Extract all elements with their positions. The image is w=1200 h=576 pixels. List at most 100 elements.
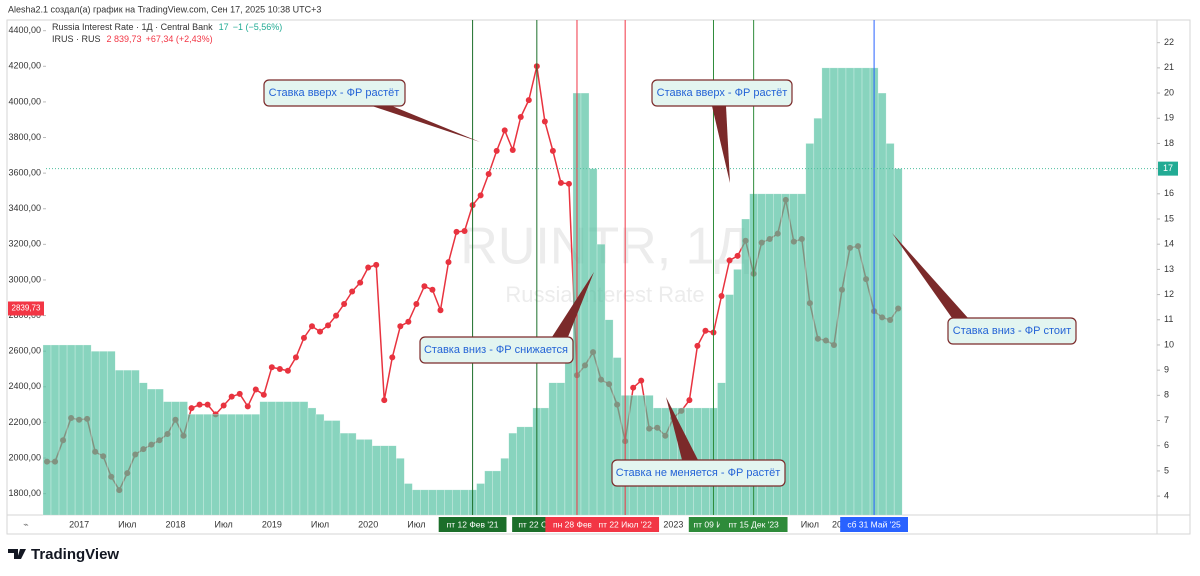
axis-icon[interactable]: ⌁ — [23, 519, 28, 529]
callout-pointer — [372, 106, 480, 142]
index-point — [236, 390, 243, 397]
y-tick-label: 2000,00 — [8, 452, 41, 462]
legend-last: 2 839,73 — [107, 34, 142, 44]
rate-bar — [588, 168, 598, 516]
index-point — [389, 354, 396, 361]
index-point — [445, 259, 452, 266]
index-point — [365, 264, 372, 271]
index-point — [244, 403, 251, 410]
logo-icon — [8, 549, 26, 559]
event-label: сб 31 Май '25 — [847, 519, 901, 529]
rate-bar — [363, 439, 373, 516]
index-point — [405, 318, 412, 325]
rate-bar — [371, 445, 381, 516]
rate-bar — [179, 401, 188, 516]
index-point — [734, 252, 741, 259]
y-tick-label: 4200,00 — [8, 61, 41, 71]
index-point — [694, 342, 701, 349]
rate-bar — [877, 92, 887, 516]
rate-bar — [861, 67, 871, 516]
x-tick-label: Июл — [118, 519, 136, 529]
index-point — [638, 377, 645, 384]
event-label-box — [719, 517, 788, 532]
rate-bar — [412, 489, 421, 516]
rate-bar — [813, 117, 823, 516]
rate-bar — [837, 67, 847, 516]
y2-tick-label: 8 — [1164, 390, 1169, 400]
callout-text: Ставка вверх - ФР растёт — [269, 87, 400, 99]
logo-text: TradingView — [31, 546, 119, 563]
legend-index: IRUS · RUS 2 839,73 +67,34 (+2,43%) — [52, 34, 213, 44]
index-point — [477, 192, 484, 199]
rate-bar — [484, 470, 493, 516]
rate-bar — [98, 351, 108, 516]
y-tick-label: 4000,00 — [8, 96, 41, 106]
rate-bar — [323, 420, 333, 516]
rate-bar — [90, 351, 100, 516]
rate-bar — [396, 458, 405, 516]
rate-bar — [315, 413, 325, 516]
y-tick-label: 2200,00 — [8, 417, 41, 427]
rate-bar — [379, 445, 389, 516]
callout-pointer — [666, 397, 698, 460]
x-tick-label: Июл — [311, 519, 329, 529]
rate-bar — [267, 401, 277, 516]
index-point — [373, 261, 380, 268]
y2-tick-label: 14 — [1164, 239, 1174, 249]
index-point — [437, 307, 444, 314]
rate-bar — [388, 445, 397, 516]
y2-tick-label: 16 — [1164, 188, 1174, 198]
rate-bar — [636, 395, 646, 516]
legend-change: +67,34 (+2,43%) — [146, 34, 213, 44]
index-point — [252, 386, 259, 393]
rate-bar — [893, 168, 903, 516]
rate-bar — [163, 401, 172, 516]
y-tick-label: 3600,00 — [8, 168, 41, 178]
index-point — [333, 312, 340, 319]
event-label: пт 09 Июн — [694, 519, 734, 529]
rate-bar — [259, 401, 269, 516]
index-point — [501, 127, 508, 134]
rate-bar — [500, 458, 509, 516]
rate-bar — [74, 344, 84, 516]
index-point — [300, 334, 307, 341]
rate-bar — [853, 67, 863, 516]
rate-bar — [452, 489, 461, 516]
rate-bar — [548, 382, 558, 516]
rate-bar — [885, 143, 895, 516]
index-point — [557, 179, 564, 186]
y2-tick-label: 5 — [1164, 465, 1169, 475]
event-label: пт 22 Окт — [518, 519, 555, 529]
event-label-box — [438, 517, 507, 532]
y-tick-label: 4400,00 — [8, 25, 41, 35]
index-point — [292, 354, 299, 361]
rate-bar — [428, 489, 437, 516]
callout-box — [263, 79, 406, 107]
rate-bar — [50, 344, 60, 516]
current-value-box — [8, 301, 44, 316]
rate-bar — [123, 369, 132, 516]
y-tick-label: 3800,00 — [8, 132, 41, 142]
rate-bar — [797, 193, 807, 516]
y2-tick-label: 19 — [1164, 113, 1174, 123]
rate-bar — [789, 193, 799, 516]
rate-bar — [235, 413, 244, 516]
index-point — [260, 391, 267, 398]
annotations: Ставка вверх - ФР растёт Ставка вверх - … — [263, 79, 1077, 487]
event-label: пт 15 Дек '23 — [728, 519, 779, 529]
x-tick-label: Июл — [801, 519, 819, 529]
rate-bar — [66, 344, 76, 516]
y2-tick-label: 21 — [1164, 62, 1174, 72]
index-point — [726, 257, 733, 264]
rate-bar — [821, 67, 831, 516]
rate-bar — [524, 426, 534, 516]
callout-box — [651, 79, 793, 107]
callout-pointer — [892, 233, 968, 318]
index-point — [204, 401, 211, 408]
rate-bar — [612, 357, 622, 516]
callout-text: Ставка вниз - ФР стоит — [953, 325, 1071, 337]
y-tick-label: 3000,00 — [8, 274, 41, 284]
legend-name: Russia Interest Rate · 1Д · Central Bank — [52, 22, 213, 32]
index-point — [461, 227, 468, 234]
